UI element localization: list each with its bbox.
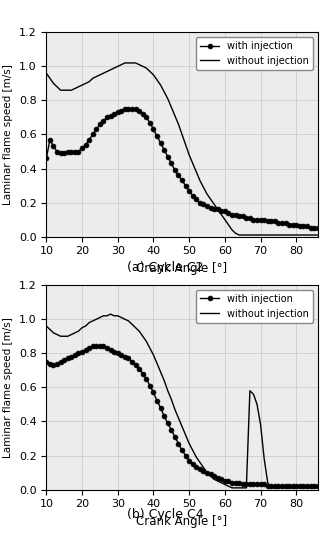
Y-axis label: Laminar flame speed [m/s]: Laminar flame speed [m/s] [3, 64, 13, 205]
without injection [109, 311, 113, 317]
with injection [91, 343, 95, 350]
without injection [141, 63, 145, 69]
with injection [141, 111, 145, 117]
Y-axis label: Laminar flame speed [m/s]: Laminar flame speed [m/s] [3, 317, 13, 458]
without injection [137, 328, 141, 335]
without injection [316, 232, 320, 238]
without injection [159, 82, 163, 88]
without injection [230, 485, 234, 491]
without injection [44, 323, 48, 329]
Line: without injection: without injection [46, 314, 318, 488]
without injection [166, 96, 170, 102]
with injection [137, 365, 141, 372]
without injection [98, 72, 102, 78]
with injection [316, 483, 320, 490]
with injection [159, 140, 163, 146]
with injection [44, 359, 48, 365]
with injection [198, 466, 202, 472]
with injection [141, 371, 145, 377]
Line: with injection: with injection [44, 344, 320, 489]
with injection [308, 225, 312, 231]
without injection [237, 232, 241, 238]
with injection [166, 153, 170, 160]
without injection [316, 485, 320, 491]
with injection [159, 405, 163, 411]
Line: without injection: without injection [46, 63, 318, 235]
Text: (a) Cycle C2: (a) Cycle C2 [127, 261, 204, 274]
without injection [44, 70, 48, 76]
without injection [123, 60, 127, 66]
with injection [137, 108, 141, 114]
with injection [102, 343, 106, 350]
without injection [137, 61, 141, 68]
without injection [198, 178, 202, 184]
with injection [166, 420, 170, 426]
with injection [123, 105, 127, 112]
Line: with injection: with injection [44, 107, 320, 231]
with injection [98, 121, 102, 128]
with injection [316, 225, 320, 231]
Legend: with injection, without injection: with injection, without injection [196, 37, 313, 70]
with injection [44, 155, 48, 161]
without injection [159, 369, 163, 376]
Legend: with injection, without injection: with injection, without injection [196, 290, 313, 323]
without injection [166, 387, 170, 394]
without injection [141, 333, 145, 339]
with injection [266, 483, 270, 490]
with injection [198, 200, 202, 206]
without injection [98, 314, 102, 321]
without injection [198, 459, 202, 465]
Text: (b) Cycle C4: (b) Cycle C4 [127, 508, 204, 521]
X-axis label: Crank Angle [°]: Crank Angle [°] [136, 262, 228, 275]
X-axis label: Crank Angle [°]: Crank Angle [°] [136, 515, 228, 528]
